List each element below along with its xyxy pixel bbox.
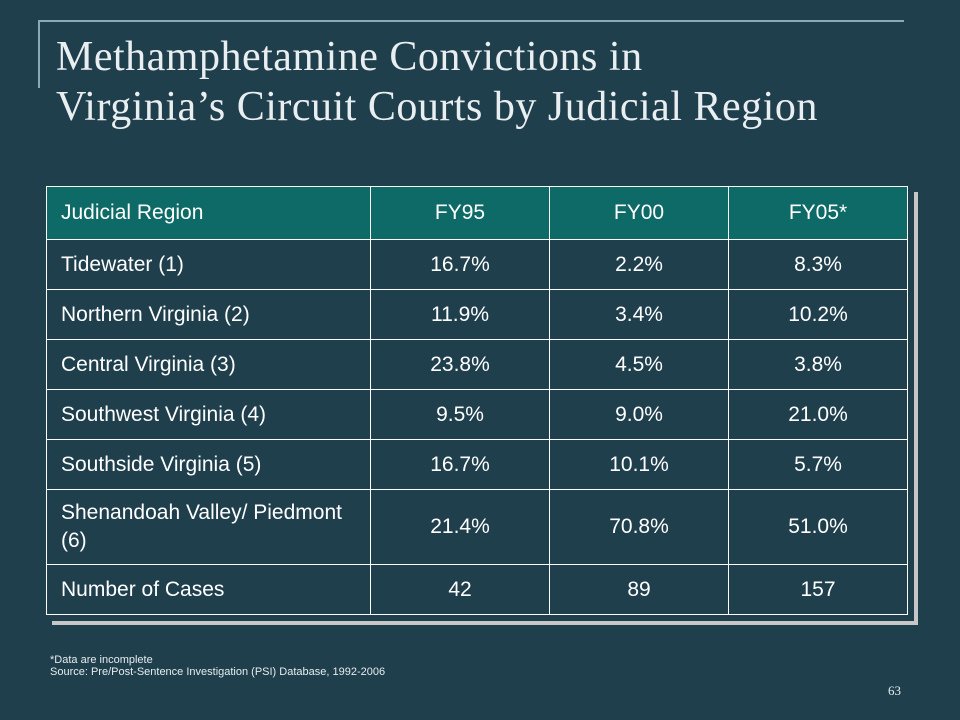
cell-fy00: 9.0% bbox=[549, 389, 729, 440]
table-row: Northern Virginia (2) 11.9% 3.4% 10.2% bbox=[46, 289, 908, 340]
header-fy00: FY00 bbox=[549, 186, 729, 240]
cell-fy00: 70.8% bbox=[549, 489, 729, 565]
slide-title-line-1: Methamphetamine Convictions in bbox=[56, 34, 643, 80]
cell-fy05: 10.2% bbox=[728, 289, 908, 340]
cell-fy95: 42 bbox=[370, 564, 550, 615]
cell-fy00: 3.4% bbox=[549, 289, 729, 340]
table-container: Judicial Region FY95 FY00 FY05* Tidewate… bbox=[46, 186, 918, 625]
incomplete-data-note: *Data are incomplete bbox=[50, 654, 153, 666]
cell-region: Tidewater (1) bbox=[46, 239, 371, 290]
cell-fy05: 8.3% bbox=[728, 239, 908, 290]
cell-region: Northern Virginia (2) bbox=[46, 289, 371, 340]
cell-region: Southside Virginia (5) bbox=[46, 439, 371, 490]
table-row: Central Virginia (3) 23.8% 4.5% 3.8% bbox=[46, 339, 908, 390]
cell-fy95: 16.7% bbox=[370, 439, 550, 490]
page-number: 63 bbox=[888, 683, 901, 698]
source-note: Source: Pre/Post-Sentence Investigation … bbox=[50, 666, 386, 678]
title-rule-top bbox=[38, 20, 904, 22]
cell-fy00: 2.2% bbox=[549, 239, 729, 290]
table-row: Tidewater (1) 16.7% 2.2% 8.3% bbox=[46, 239, 908, 290]
cell-fy00: 10.1% bbox=[549, 439, 729, 490]
slide-title: Methamphetamine Convictions in Virginia’… bbox=[56, 32, 936, 133]
cell-fy95: 9.5% bbox=[370, 389, 550, 440]
header-judicial-region: Judicial Region bbox=[46, 186, 371, 240]
header-fy95: FY95 bbox=[370, 186, 550, 240]
cell-fy05: 51.0% bbox=[728, 489, 908, 565]
footnotes: *Data are incomplete Source: Pre/Post-Se… bbox=[50, 654, 385, 678]
header-fy05: FY05* bbox=[728, 186, 908, 240]
cell-fy95: 11.9% bbox=[370, 289, 550, 340]
cell-fy05: 3.8% bbox=[728, 339, 908, 390]
cell-region: Number of Cases bbox=[46, 564, 371, 615]
table-row-totals: Number of Cases 42 89 157 bbox=[46, 564, 908, 615]
cell-fy05: 21.0% bbox=[728, 389, 908, 440]
table-row: Southside Virginia (5) 16.7% 10.1% 5.7% bbox=[46, 439, 908, 490]
title-rule-left bbox=[38, 20, 40, 88]
cell-fy05: 157 bbox=[728, 564, 908, 615]
cell-fy05: 5.7% bbox=[728, 439, 908, 490]
cell-region: Central Virginia (3) bbox=[46, 339, 371, 390]
table-row: Southwest Virginia (4) 9.5% 9.0% 21.0% bbox=[46, 389, 908, 440]
table-row: Shenandoah Valley/ Piedmont (6) 21.4% 70… bbox=[46, 489, 908, 565]
cell-fy00: 4.5% bbox=[549, 339, 729, 390]
cell-region: Southwest Virginia (4) bbox=[46, 389, 371, 440]
cell-fy95: 16.7% bbox=[370, 239, 550, 290]
convictions-table: Judicial Region FY95 FY00 FY05* Tidewate… bbox=[46, 186, 908, 615]
slide-title-line-2: Virginia’s Circuit Courts by Judicial Re… bbox=[56, 84, 818, 131]
cell-region: Shenandoah Valley/ Piedmont (6) bbox=[46, 489, 371, 565]
cell-fy95: 23.8% bbox=[370, 339, 550, 390]
cell-fy00: 89 bbox=[549, 564, 729, 615]
table-header-row: Judicial Region FY95 FY00 FY05* bbox=[46, 186, 908, 240]
cell-fy95: 21.4% bbox=[370, 489, 550, 565]
